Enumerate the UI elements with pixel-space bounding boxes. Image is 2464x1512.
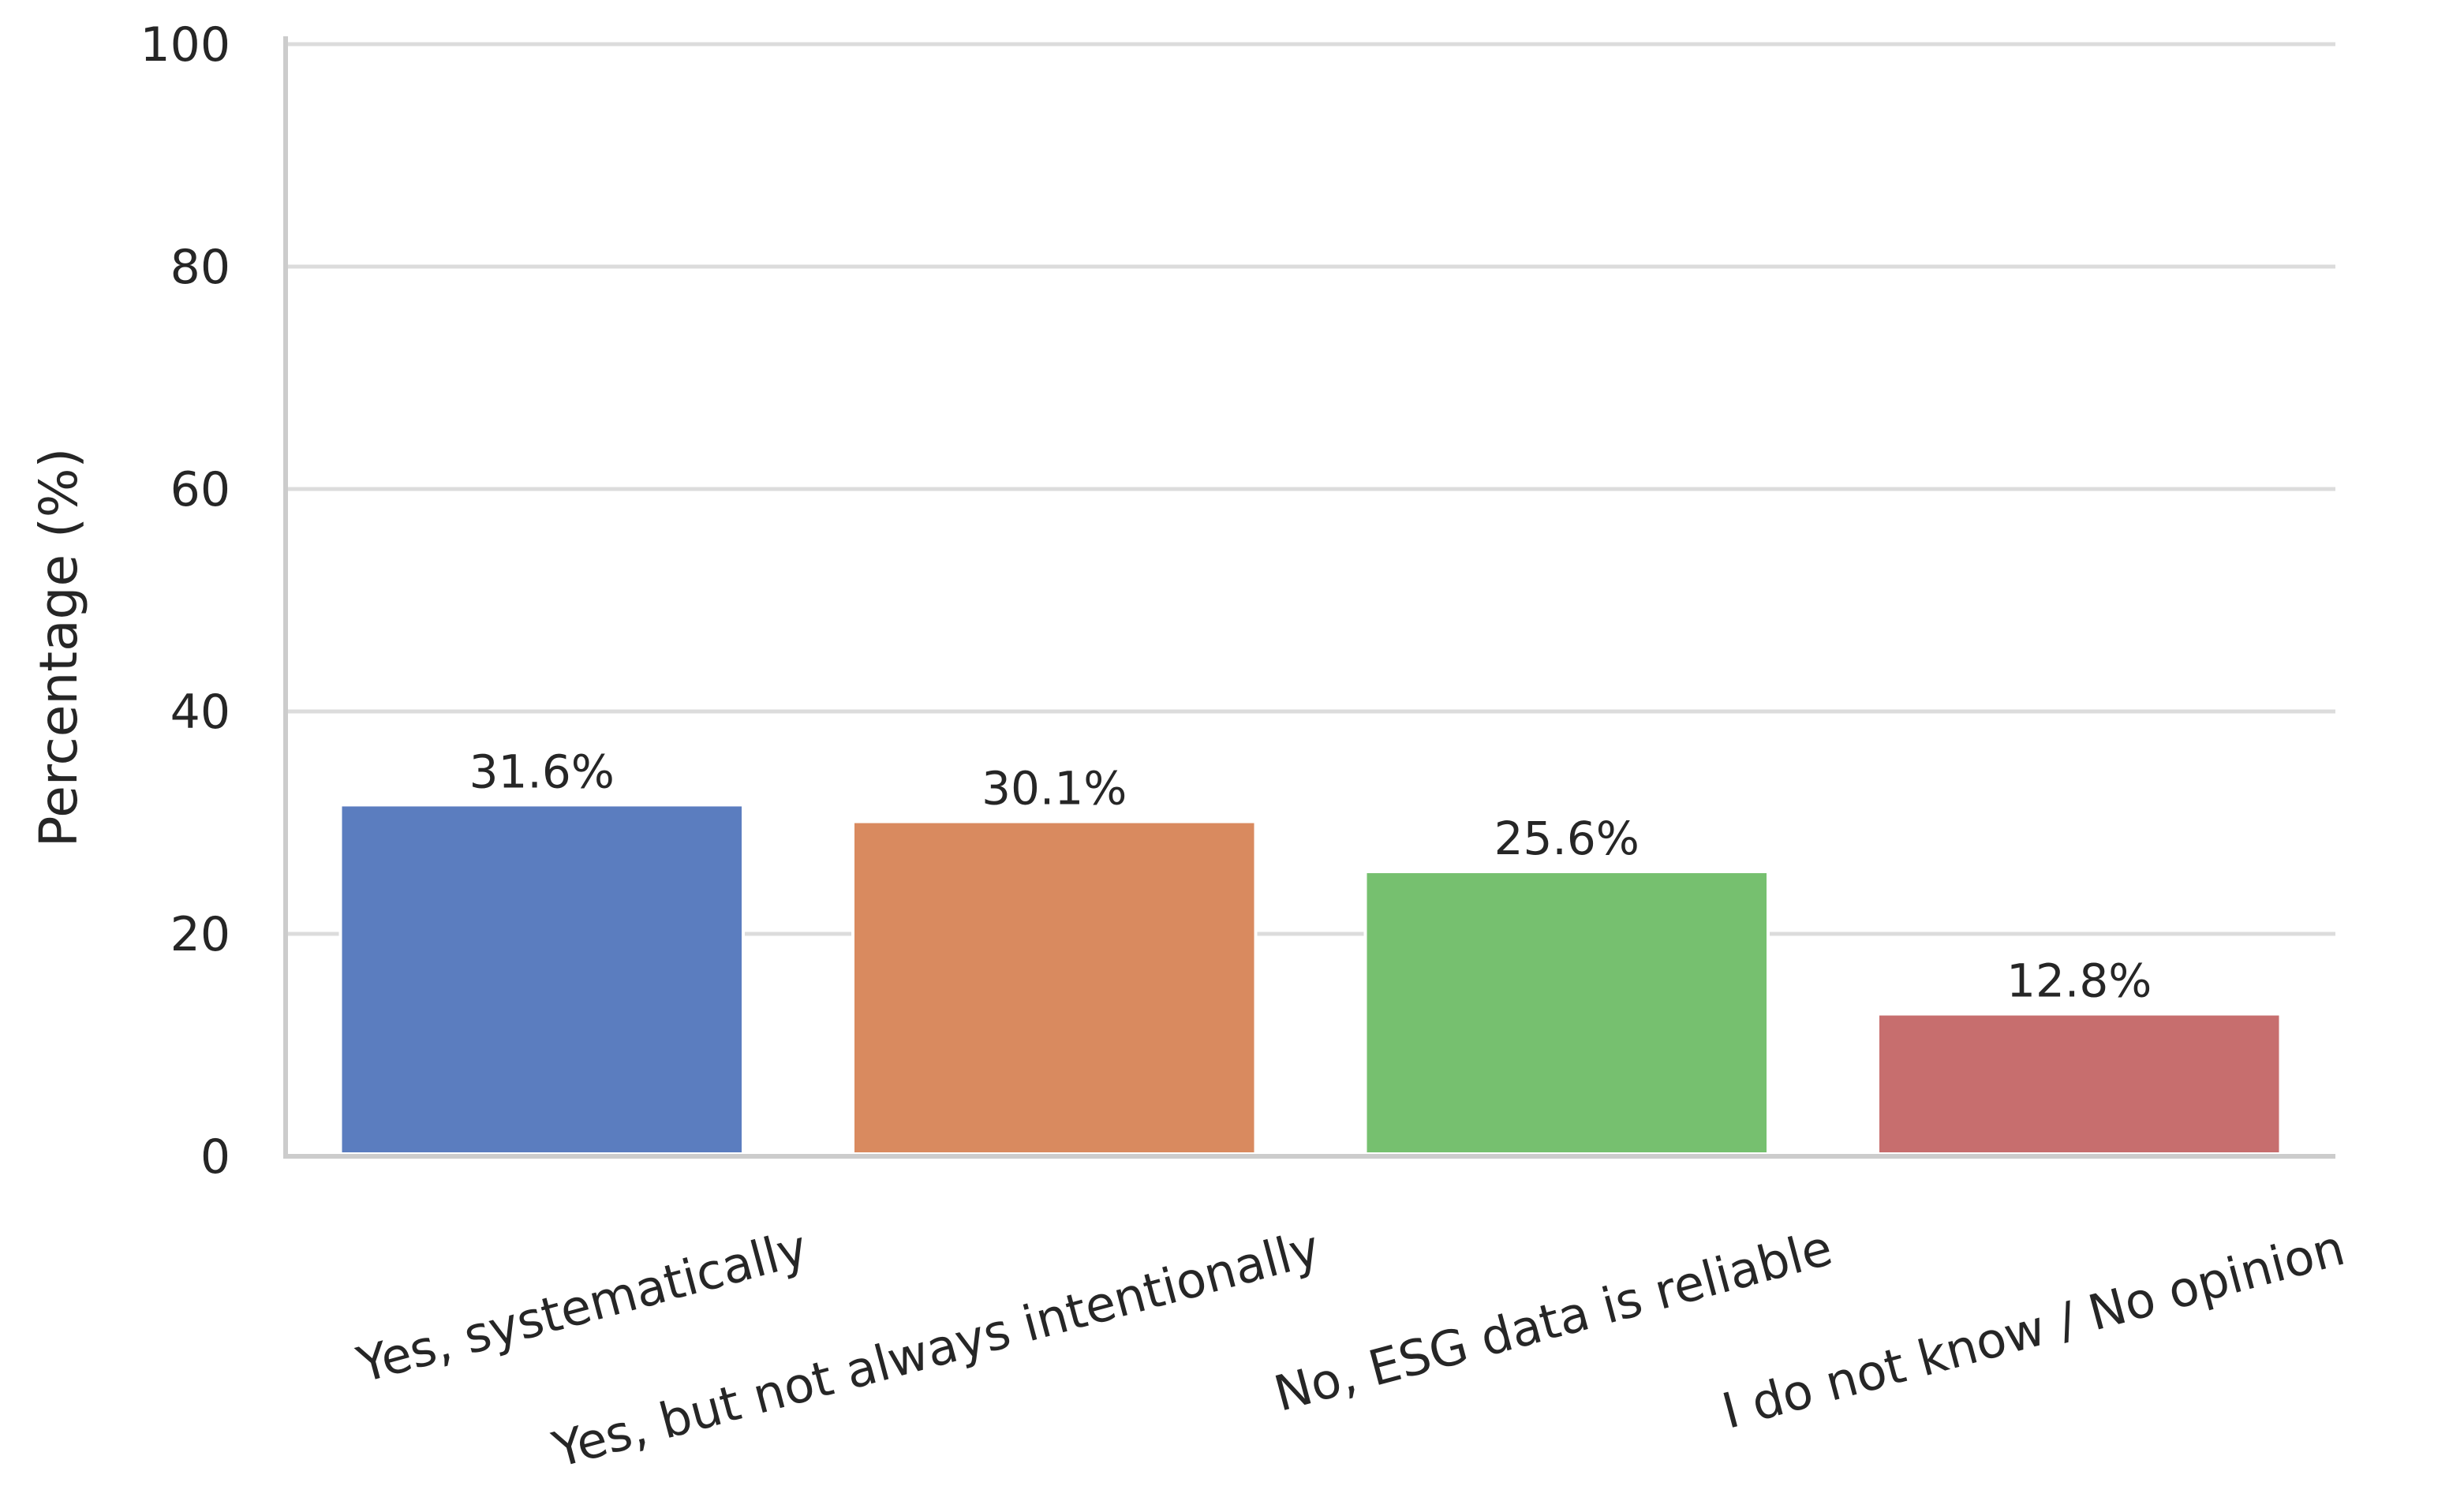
data-label: 12.8%	[2006, 954, 2152, 1008]
data-label: 30.1%	[981, 762, 1127, 816]
y-tick-label: 80	[170, 240, 230, 295]
y-tick-labels: 0 20 40 60 80 100	[140, 17, 230, 1185]
data-label: 31.6%	[469, 745, 615, 798]
axes	[283, 36, 2335, 1159]
y-axis-title: Percentage (%)	[28, 448, 89, 847]
y-tick-label: 40	[170, 685, 230, 740]
gridlines	[286, 42, 2335, 936]
bars	[338, 803, 2283, 1156]
bar	[851, 819, 1258, 1155]
bar	[1875, 1012, 2283, 1156]
y-tick-label: 20	[170, 907, 230, 962]
y-tick-label: 100	[140, 17, 230, 73]
data-labels: 31.6% 30.1% 25.6% 12.8%	[469, 745, 2152, 1007]
x-tick-label: Yes, systematically	[350, 1219, 813, 1394]
data-label: 25.6%	[1494, 812, 1640, 865]
y-tick-label: 0	[200, 1129, 230, 1185]
bar	[338, 803, 746, 1155]
y-tick-label: 60	[170, 462, 230, 517]
bar	[1363, 870, 1770, 1156]
